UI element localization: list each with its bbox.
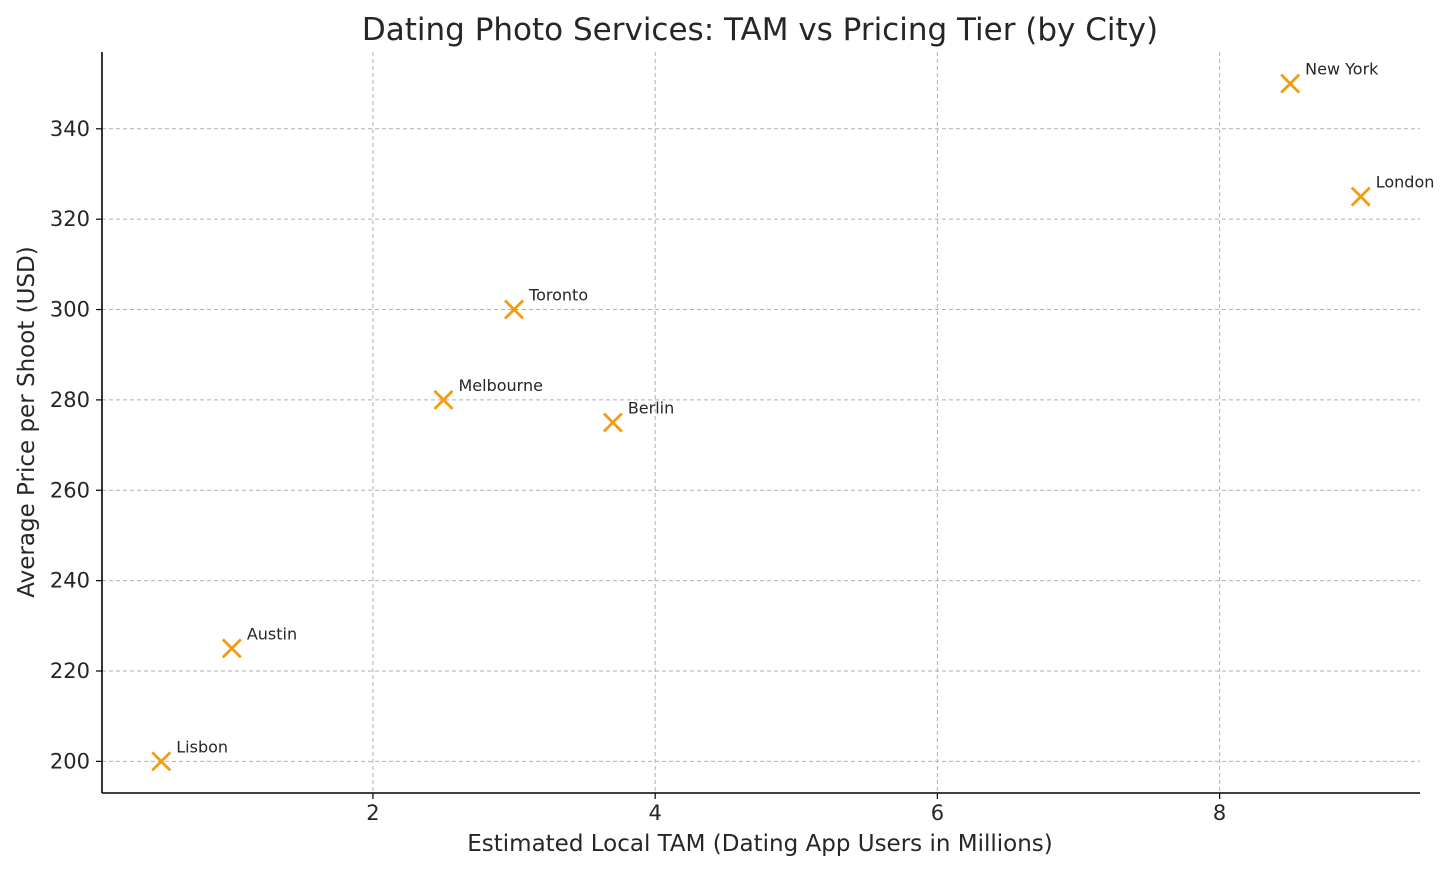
data-point: Toronto [504, 286, 588, 320]
data-point: Austin [221, 624, 297, 659]
grid [102, 52, 1420, 793]
y-tick-label: 320 [50, 207, 90, 231]
x-marker-stroke [504, 299, 525, 320]
y-ticks: 200 220 240 260 280 300 320 340 [50, 117, 102, 773]
data-point: London [1350, 173, 1435, 207]
x-tick-label: 4 [648, 801, 661, 825]
y-tick-label: 280 [50, 388, 90, 412]
point-label: London [1376, 173, 1435, 192]
point-label: Lisbon [176, 737, 228, 756]
point-label: Toronto [528, 286, 588, 305]
x-tick-label: 8 [1213, 801, 1226, 825]
data-point: Lisbon [151, 737, 228, 772]
x-marker-stroke [1350, 186, 1371, 207]
data-points: New York London Toronto Melbourne Berlin Aust… [151, 60, 1435, 772]
x-tick-label: 6 [931, 801, 944, 825]
point-label: Austin [247, 624, 297, 643]
y-axis-label: Average Price per Shoot (USD) [14, 246, 40, 597]
x-marker-stroke [1280, 73, 1301, 94]
y-tick-label: 240 [50, 569, 90, 593]
chart-title: Dating Photo Services: TAM vs Pricing Ti… [362, 12, 1158, 48]
x-axis-label: Estimated Local TAM (Dating App Users in… [467, 831, 1053, 857]
point-label: Melbourne [458, 376, 542, 395]
y-tick-label: 260 [50, 478, 90, 502]
x-marker-stroke [221, 638, 242, 659]
y-tick-label: 200 [50, 749, 90, 773]
y-tick-label: 220 [50, 659, 90, 683]
data-point: New York [1280, 60, 1379, 94]
x-tick-label: 2 [366, 801, 379, 825]
x-ticks: 2 4 6 8 [366, 793, 1226, 825]
x-marker-stroke [433, 389, 454, 410]
x-marker-stroke [151, 751, 172, 772]
data-point: Berlin [602, 399, 674, 433]
data-point: Melbourne [433, 376, 543, 410]
y-tick-label: 340 [50, 117, 90, 141]
y-tick-label: 300 [50, 298, 90, 322]
point-label: New York [1305, 60, 1379, 79]
x-marker-stroke [602, 412, 623, 433]
point-label: Berlin [628, 399, 674, 418]
